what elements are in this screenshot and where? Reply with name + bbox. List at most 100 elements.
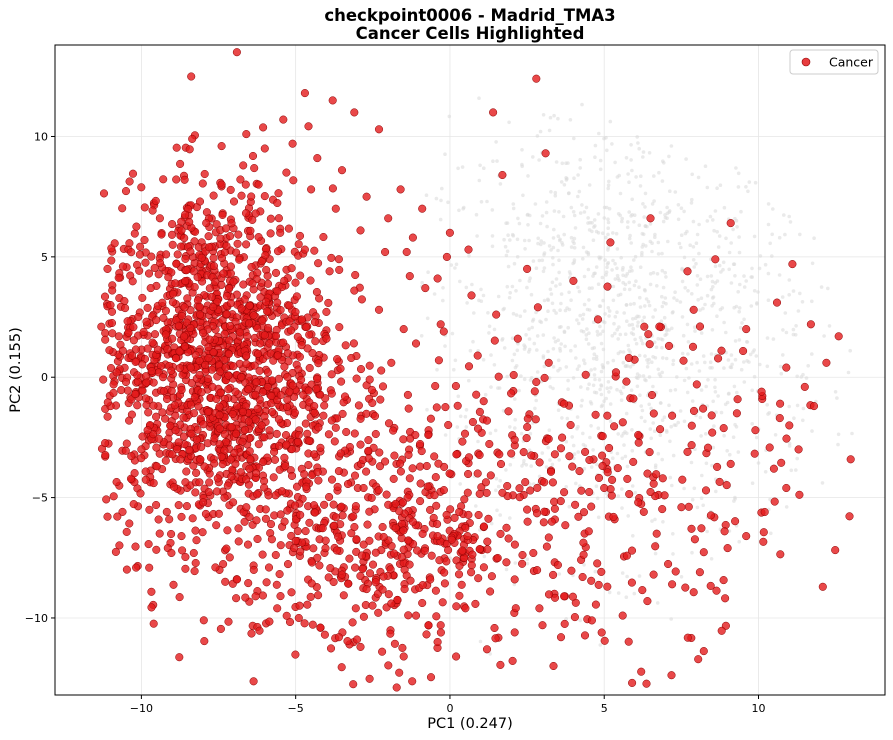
cancer-point: [565, 452, 574, 461]
background-cell-point: [487, 324, 492, 329]
background-cell-point: [705, 185, 710, 190]
cancer-point: [220, 493, 229, 502]
cancer-point: [431, 381, 440, 391]
background-cell-point: [582, 358, 586, 363]
cancer-point: [347, 353, 356, 363]
background-cell-point: [685, 322, 690, 327]
background-cell-point: [664, 275, 668, 279]
background-cell-point: [722, 320, 726, 325]
cancer-point: [370, 411, 380, 421]
cancer-point: [310, 318, 319, 327]
cancer-point: [782, 483, 791, 493]
cancer-point: [430, 491, 439, 500]
cancer-point: [244, 385, 253, 394]
cancer-point: [314, 259, 323, 268]
background-cell-point: [567, 290, 571, 295]
cancer-point: [131, 542, 140, 551]
background-cell-point: [704, 432, 708, 436]
cancer-point: [484, 514, 493, 523]
cancer-point: [518, 550, 527, 560]
background-cell-point: [557, 238, 562, 243]
cancer-point: [175, 364, 184, 373]
cancer-point: [453, 401, 462, 410]
background-cell-point: [739, 209, 743, 214]
cancer-point: [195, 302, 204, 311]
cancer-point: [510, 628, 519, 637]
background-cell-point: [559, 301, 563, 306]
cancer-point: [337, 166, 347, 175]
cancer-point: [169, 289, 178, 298]
background-cell-point: [611, 258, 615, 263]
cancer-point: [131, 390, 140, 399]
cancer-point: [314, 423, 323, 432]
cancer-point: [131, 345, 140, 354]
cancer-point: [191, 488, 200, 497]
background-cell-point: [607, 206, 612, 211]
cancer-point: [329, 500, 338, 509]
background-cell-point: [638, 184, 643, 188]
cancer-point: [416, 479, 425, 488]
cancer-point: [285, 301, 294, 310]
cancer-point: [356, 571, 365, 581]
cancer-point: [226, 185, 235, 194]
background-cell-point: [664, 301, 668, 306]
background-cell-point: [663, 296, 668, 300]
cancer-point: [227, 219, 236, 228]
background-cell-point: [552, 209, 557, 213]
background-cell-point: [556, 234, 561, 238]
x-tick-label: −5: [288, 702, 304, 715]
background-cell-point: [597, 378, 602, 382]
background-cell-point: [638, 265, 643, 270]
cancer-point: [252, 377, 261, 387]
cancer-point: [191, 526, 200, 535]
background-cell-point: [505, 374, 510, 379]
background-cell-point: [676, 203, 681, 207]
cancer-point: [330, 437, 339, 446]
cancer-point: [177, 217, 186, 226]
cancer-point: [579, 538, 588, 547]
cancer-point: [548, 478, 557, 487]
cancer-point: [436, 621, 445, 630]
cancer-point: [719, 576, 728, 585]
cancer-point: [105, 346, 114, 355]
background-cell-point: [650, 241, 654, 245]
cancer-point: [434, 459, 443, 468]
background-cell-point: [490, 234, 495, 238]
background-cell-point: [736, 290, 740, 294]
cancer-point: [424, 430, 433, 440]
cancer-point: [263, 368, 272, 377]
background-cell-point: [572, 260, 576, 265]
cancer-point: [302, 323, 311, 332]
cancer-point: [150, 330, 160, 339]
background-cell-point: [667, 328, 671, 332]
cancer-point: [423, 482, 432, 491]
background-cell-point: [479, 200, 484, 204]
background-cell-point: [528, 378, 533, 382]
cancer-point: [523, 414, 532, 423]
background-cell-point: [505, 284, 510, 289]
background-cell-point: [734, 218, 739, 223]
cancer-point: [291, 307, 300, 317]
cancer-point: [141, 467, 150, 476]
cancer-point: [627, 546, 637, 555]
cancer-point: [361, 600, 370, 610]
cancer-point: [167, 230, 177, 239]
background-cell-point: [637, 146, 641, 151]
cancer-point: [254, 180, 263, 189]
background-cell-point: [515, 348, 520, 353]
background-cell-point: [551, 255, 555, 260]
background-cell-point: [649, 406, 653, 411]
cancer-point: [241, 593, 250, 602]
cancer-point: [295, 352, 304, 361]
cancer-point: [232, 429, 241, 438]
cancer-point: [199, 420, 208, 429]
cancer-point: [282, 440, 291, 449]
background-cell-point: [537, 258, 542, 263]
cancer-point: [381, 457, 390, 466]
cancer-point: [549, 661, 558, 671]
background-cell-point: [580, 102, 584, 107]
background-cell-point: [631, 534, 635, 538]
background-cell-point: [658, 210, 663, 215]
background-cell-point: [489, 385, 493, 389]
cancer-point: [198, 179, 207, 188]
